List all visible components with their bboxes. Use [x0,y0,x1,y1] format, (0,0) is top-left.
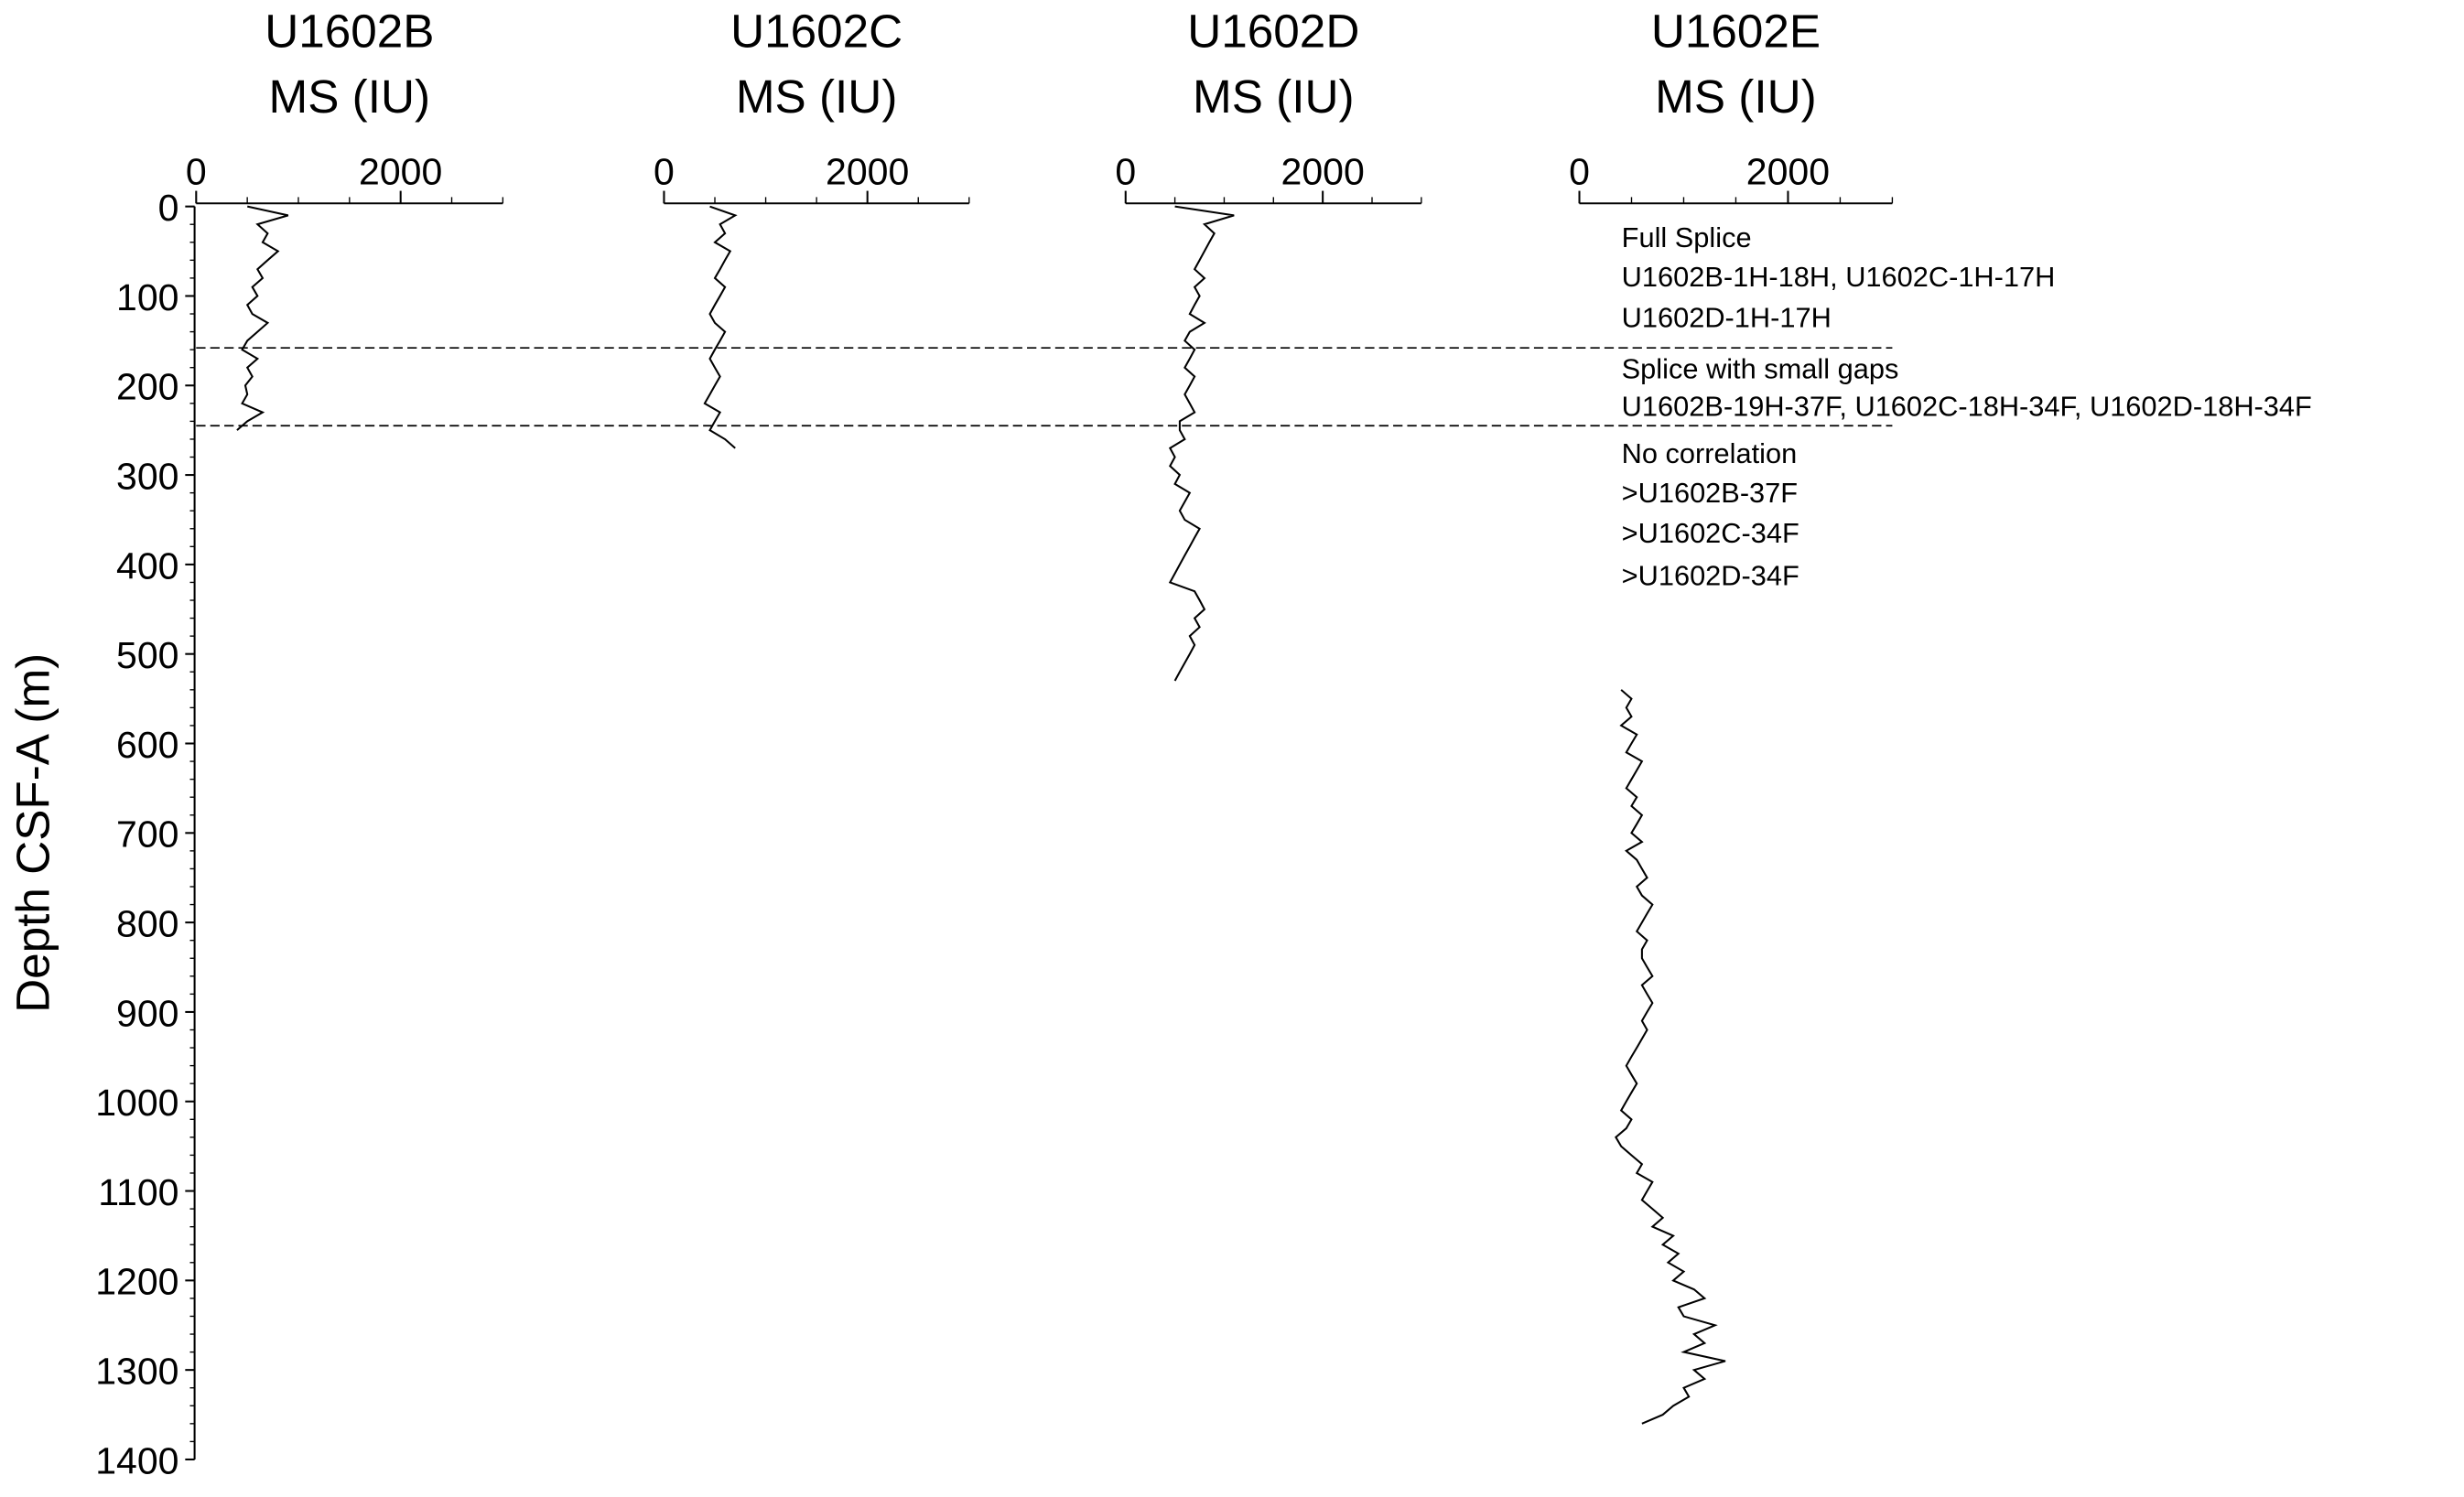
ms-log [236,205,289,431]
x-axis-label: MS (IU) [269,70,431,123]
y-tick-label: 800 [116,903,178,945]
panel-title: U1602D [1187,5,1359,57]
x-tick-label: 2000 [359,151,442,193]
y-tick-label: 1400 [95,1439,178,1481]
annotation: >U1602D-34F [1622,559,1799,591]
x-tick-label: 0 [654,151,675,193]
y-tick-label: 1100 [98,1171,178,1213]
annotation: >U1602C-34F [1622,517,1799,549]
x-tick-label: 2000 [1281,151,1365,193]
panel-title: U1602C [730,5,902,57]
y-axis-label: Depth CSF-A (m) [7,653,59,1013]
annotation: Splice with small gaps [1622,353,1899,385]
annotation: >U1602B-37F [1622,477,1798,509]
x-axis-label: MS (IU) [1193,70,1355,123]
panel-title: U1602E [1651,5,1821,57]
y-tick-label: 900 [116,992,178,1034]
x-tick-label: 2000 [826,151,909,193]
x-tick-label: 0 [1569,151,1590,193]
annotation: U1602B-1H-18H, U1602C-1H-17H [1622,261,2056,293]
x-tick-label: 0 [1115,151,1136,193]
y-tick-label: 1000 [95,1082,178,1124]
annotation: No correlation [1622,437,1798,469]
annotation: U1602B-19H-37F, U1602C-18H-34F, U1602D-1… [1622,391,2312,423]
annotation: U1602D-1H-17H [1622,301,1832,333]
ms-log [1168,205,1235,682]
ms-log [1615,689,1726,1425]
y-tick-label: 100 [116,276,178,318]
annotation: Full Splice [1622,221,1752,253]
x-tick-label: 2000 [1746,151,1830,193]
y-tick-label: 300 [116,455,178,497]
panel-title: U1602B [265,5,434,57]
x-tick-label: 0 [186,151,207,193]
ms-log [703,205,738,449]
x-axis-label: MS (IU) [736,70,898,123]
y-tick-label: 600 [116,724,178,766]
y-tick-label: 1300 [95,1351,178,1393]
y-tick-label: 200 [116,366,178,408]
y-tick-label: 1200 [95,1261,178,1303]
y-tick-label: 0 [158,187,179,229]
y-tick-label: 400 [116,544,178,587]
y-tick-label: 500 [116,634,178,676]
y-tick-label: 700 [116,813,178,856]
x-axis-label: MS (IU) [1655,70,1817,123]
